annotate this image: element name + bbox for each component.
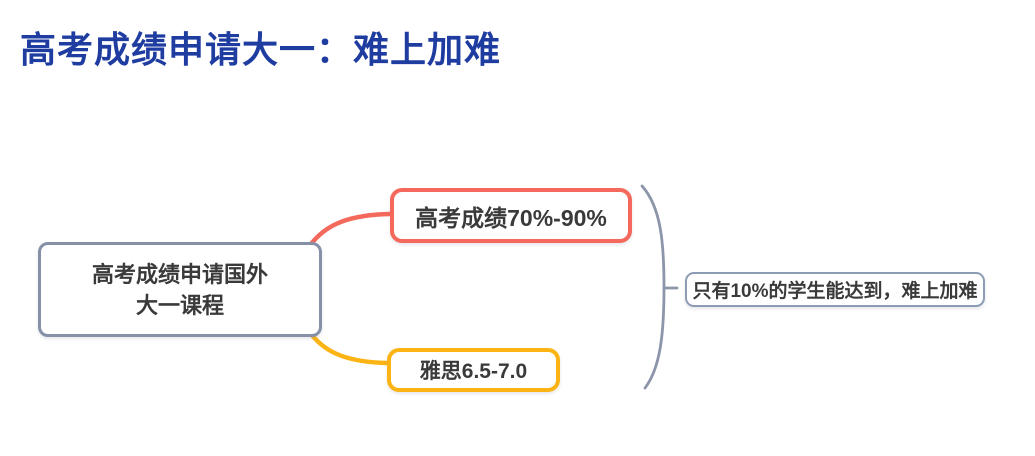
connector-bottom-branch	[308, 331, 390, 366]
node-root-label-line2: 大一课程	[135, 292, 224, 318]
node-branch-gaokao-score[interactable]: 高考成绩70%-90%	[390, 188, 632, 243]
summary-brace[interactable]	[640, 184, 666, 390]
node-branch-gaokao-score-label: 高考成绩70%-90%	[415, 204, 607, 231]
node-summary[interactable]: 只有10%的学生能达到，难上加难	[685, 272, 985, 307]
node-summary-label: 只有10%的学生能达到，难上加难	[692, 281, 978, 302]
node-branch-ielts-label: 雅思6.5-7.0	[419, 360, 528, 383]
connector-top-branch	[308, 211, 393, 247]
node-root-label-line1: 高考成绩申请国外	[91, 261, 268, 287]
node-root[interactable]: 高考成绩申请国外 大一课程	[38, 242, 322, 337]
page-title: 高考成绩申请大一：难上加难	[20, 29, 502, 70]
node-branch-ielts[interactable]: 雅思6.5-7.0	[387, 348, 560, 392]
